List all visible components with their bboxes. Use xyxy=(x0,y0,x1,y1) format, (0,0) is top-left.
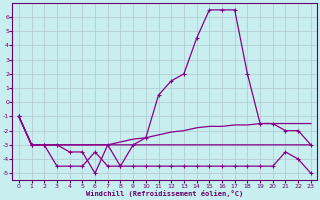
X-axis label: Windchill (Refroidissement éolien,°C): Windchill (Refroidissement éolien,°C) xyxy=(86,190,244,197)
